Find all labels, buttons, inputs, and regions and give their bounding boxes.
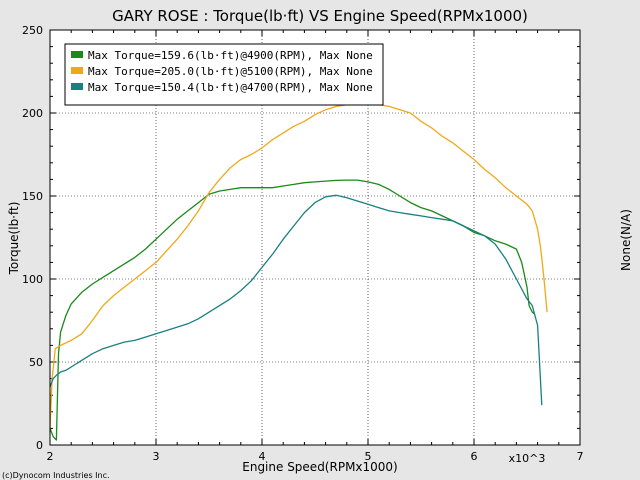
legend-swatch bbox=[71, 67, 83, 74]
y-axis-title: Torque(lb·ft) bbox=[7, 202, 21, 276]
y2-axis-title: None(N/A) bbox=[619, 209, 633, 271]
legend-box bbox=[64, 43, 384, 106]
x-axis-title: Engine Speed(RPMx1000) bbox=[242, 460, 398, 474]
plot-border bbox=[49, 29, 581, 446]
series-line-2 bbox=[49, 104, 548, 429]
y-tick-label: 100 bbox=[22, 273, 43, 286]
y-tick-label: 50 bbox=[29, 356, 43, 369]
x-tick-label: 7 bbox=[577, 450, 584, 463]
series-line-3 bbox=[49, 194, 543, 406]
x-tick-label: 2 bbox=[47, 450, 54, 463]
legend: Max Torque=159.6(lb·ft)@4900(RPM), Max N… bbox=[64, 43, 384, 106]
footer-copyright: (c)Dynocom Industries Inc. bbox=[2, 471, 110, 480]
y-tick-label: 250 bbox=[22, 24, 43, 37]
x-tick-label: 3 bbox=[153, 450, 160, 463]
chart-title: GARY ROSE : Torque(lb·ft) VS Engine Spee… bbox=[112, 7, 528, 25]
legend-swatch bbox=[71, 83, 83, 90]
legend-label: Max Torque=205.0(lb·ft)@5100(RPM), Max N… bbox=[88, 65, 373, 78]
x-tick-label: 5 bbox=[365, 450, 372, 463]
x-multiplier-label: x10^3 bbox=[509, 452, 546, 465]
y-tick-label: 0 bbox=[36, 439, 43, 452]
series-line-1 bbox=[49, 179, 535, 441]
y-tick-label: 150 bbox=[22, 190, 43, 203]
legend-swatch bbox=[71, 51, 83, 58]
series-lines bbox=[49, 104, 548, 441]
legend-label: Max Torque=150.4(lb·ft)@4700(RPM), Max N… bbox=[88, 81, 373, 94]
legend-label: Max Torque=159.6(lb·ft)@4900(RPM), Max N… bbox=[88, 49, 373, 62]
x-tick-label: 6 bbox=[471, 450, 478, 463]
x-tick-label: 4 bbox=[259, 450, 266, 463]
y-tick-labels: 0 50 100 150 200 250 bbox=[22, 24, 43, 452]
x-tick-labels: 2 3 4 5 6 7 bbox=[47, 450, 584, 463]
y-tick-label: 200 bbox=[22, 107, 43, 120]
